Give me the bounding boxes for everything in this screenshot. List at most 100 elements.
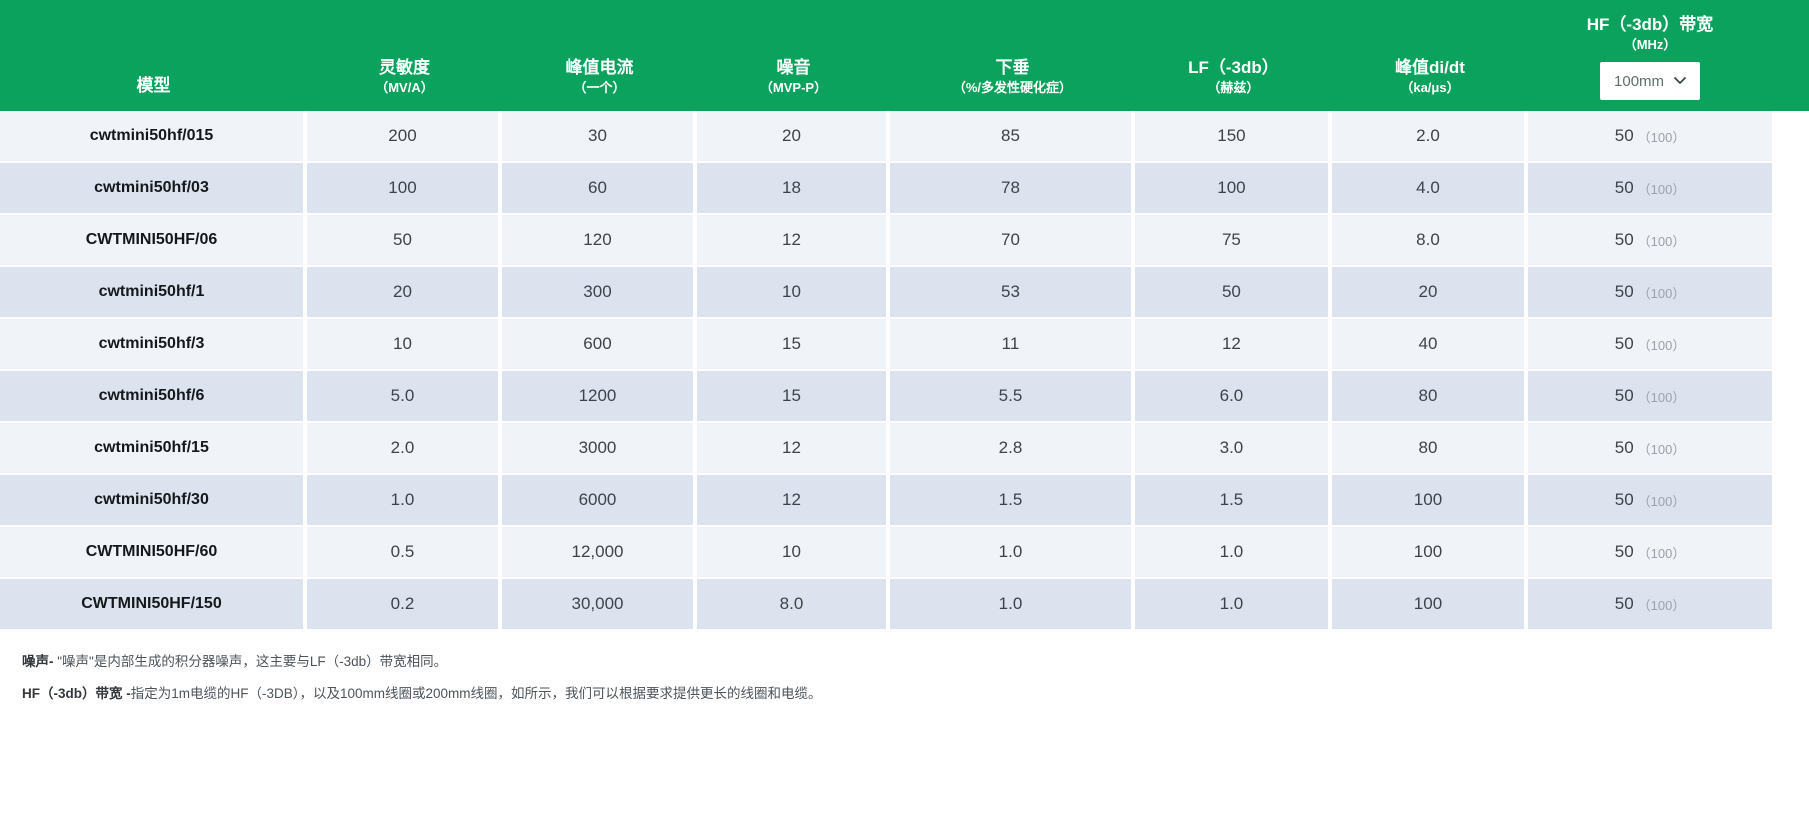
noise-cell: 12 (696, 423, 890, 473)
table-row: cwtmini50hf/30 1.0 6000 12 1.5 1.5 100 5… (0, 475, 1809, 527)
droop-cell: 1.0 (890, 579, 1135, 629)
lf-3db-cell: 1.0 (1134, 579, 1332, 629)
droop-cell: 1.0 (890, 527, 1135, 577)
model-cell: CWTMINI50HF/150 (0, 579, 307, 629)
column-header-lf-3db: LF（-3db） （赫兹） (1135, 0, 1332, 111)
peak-didt-cell: 40 (1331, 319, 1529, 369)
peak-didt-cell: 100 (1331, 475, 1529, 525)
hf-bandwidth-cell: 50 （100） (1528, 267, 1773, 317)
sensitivity-cell: 100 (306, 163, 502, 213)
column-unit: （一个） (573, 79, 626, 95)
hf-bandwidth-alt-coil-value: （100） (1637, 337, 1686, 353)
noise-cell: 18 (696, 163, 890, 213)
lf-3db-cell: 75 (1134, 215, 1332, 265)
coil-length-select[interactable]: 100mm (1600, 62, 1701, 101)
column-title: 下垂 (995, 57, 1030, 77)
note-hf-bandwidth-text: 指定为1m电缆的HF（-3DB），以及100mm线圈或200mm线圈，如所示，我… (130, 685, 822, 701)
column-title: HF（-3db）带宽 (1586, 15, 1714, 34)
noise-cell: 10 (696, 267, 890, 317)
table-row: cwtmini50hf/15 2.0 3000 12 2.8 3.0 80 50… (0, 423, 1809, 475)
noise-cell: 20 (696, 111, 890, 161)
noise-cell: 12 (696, 475, 890, 525)
peak-current-cell: 3000 (501, 423, 697, 473)
table-row: cwtmini50hf/015 200 30 20 85 150 2.0 50 … (0, 111, 1809, 163)
droop-cell: 70 (890, 215, 1135, 265)
hf-bandwidth-value: 50 (1614, 490, 1634, 509)
table-row: CWTMINI50HF/150 0.2 30,000 8.0 1.0 1.0 1… (0, 579, 1809, 631)
column-unit: （MVP-P） (759, 79, 828, 95)
column-unit: （MHz） (1623, 37, 1677, 53)
noise-cell: 15 (696, 319, 890, 369)
lf-3db-cell: 1.0 (1134, 527, 1332, 577)
lf-3db-cell: 100 (1134, 163, 1332, 213)
sensitivity-cell: 20 (306, 267, 502, 317)
hf-bandwidth-alt-coil-value: （100） (1637, 285, 1686, 301)
peak-current-cell: 12,000 (501, 527, 697, 577)
hf-bandwidth-cell: 50 （100） (1528, 163, 1773, 213)
note-noise-text: "噪声"是内部生成的积分器噪声，这主要与LF（-3db）带宽相同。 (53, 654, 448, 669)
droop-cell: 78 (890, 163, 1135, 213)
sensitivity-cell: 200 (306, 111, 502, 161)
table-row: cwtmini50hf/1 20 300 10 53 50 20 50 （100… (0, 267, 1809, 319)
lf-3db-cell: 6.0 (1134, 371, 1332, 421)
droop-cell: 5.5 (890, 371, 1135, 421)
model-cell: CWTMINI50HF/60 (0, 527, 307, 577)
droop-cell: 11 (890, 319, 1135, 369)
column-header-hf-bandwidth: HF（-3db）带宽 （MHz） 100mm (1528, 0, 1772, 111)
hf-bandwidth-cell: 50 （100） (1528, 111, 1773, 161)
column-title: 噪音 (776, 57, 811, 77)
note-noise-lead: 噪声- (22, 654, 54, 669)
lf-3db-cell: 12 (1134, 319, 1332, 369)
lf-3db-cell: 50 (1134, 267, 1332, 317)
hf-bandwidth-cell: 50 （100） (1528, 319, 1773, 369)
droop-cell: 85 (890, 111, 1135, 161)
peak-didt-cell: 80 (1331, 371, 1529, 421)
note-hf-bandwidth: HF（-3db）带宽 -指定为1m电缆的HF（-3DB），以及100mm线圈或2… (22, 685, 1809, 704)
droop-cell: 2.8 (890, 423, 1135, 473)
column-title: LF（-3db） (1188, 57, 1279, 77)
peak-didt-cell: 8.0 (1331, 215, 1529, 265)
hf-bandwidth-value: 50 (1614, 438, 1634, 457)
table-body: cwtmini50hf/015 200 30 20 85 150 2.0 50 … (0, 111, 1809, 631)
peak-current-cell: 60 (501, 163, 697, 213)
hf-bandwidth-alt-coil-value: （100） (1637, 129, 1686, 145)
droop-cell: 53 (890, 267, 1135, 317)
hf-bandwidth-cell: 50 （100） (1528, 579, 1773, 629)
peak-didt-cell: 80 (1331, 423, 1529, 473)
noise-cell: 12 (696, 215, 890, 265)
table-row: cwtmini50hf/6 5.0 1200 15 5.5 6.0 80 50 … (0, 371, 1809, 423)
column-header-noise: 噪音 （MVP-P） (697, 0, 890, 111)
table-header: 模型 灵敏度 （MV/A） 峰值电流 （一个） 噪音 （MVP-P） 下垂 （%… (0, 0, 1809, 111)
note-hf-bandwidth-lead: HF（-3db）带宽 - (22, 685, 131, 701)
model-cell: cwtmini50hf/3 (0, 319, 307, 369)
hf-bandwidth-alt-coil-value: （100） (1637, 441, 1686, 457)
hf-bandwidth-alt-coil-value: （100） (1637, 233, 1686, 249)
peak-didt-cell: 4.0 (1331, 163, 1529, 213)
table-row: cwtmini50hf/03 100 60 18 78 100 4.0 50 （… (0, 163, 1809, 215)
hf-bandwidth-alt-coil-value: （100） (1637, 389, 1686, 405)
hf-bandwidth-value: 50 (1614, 126, 1634, 145)
hf-bandwidth-cell: 50 （100） (1528, 475, 1773, 525)
peak-current-cell: 1200 (501, 371, 697, 421)
sensitivity-cell: 0.2 (306, 579, 502, 629)
peak-current-cell: 600 (501, 319, 697, 369)
model-cell: cwtmini50hf/03 (0, 163, 307, 213)
sensitivity-cell: 5.0 (306, 371, 502, 421)
peak-didt-cell: 20 (1331, 267, 1529, 317)
chevron-down-icon (1674, 72, 1686, 90)
sensitivity-cell: 2.0 (306, 423, 502, 473)
sensitivity-cell: 0.5 (306, 527, 502, 577)
lf-3db-cell: 3.0 (1134, 423, 1332, 473)
hf-bandwidth-cell: 50 （100） (1528, 371, 1773, 421)
column-unit: （赫兹） (1207, 79, 1260, 95)
lf-3db-cell: 1.5 (1134, 475, 1332, 525)
hf-bandwidth-value: 50 (1614, 178, 1634, 197)
model-cell: CWTMINI50HF/06 (0, 215, 307, 265)
column-header-droop: 下垂 （%/多发性硬化症） (890, 0, 1135, 111)
model-cell: cwtmini50hf/6 (0, 371, 307, 421)
hf-bandwidth-cell: 50 （100） (1528, 423, 1773, 473)
sensitivity-cell: 10 (306, 319, 502, 369)
note-noise: 噪声- "噪声"是内部生成的积分器噪声，这主要与LF（-3db）带宽相同。 (22, 653, 1809, 672)
peak-current-cell: 300 (501, 267, 697, 317)
